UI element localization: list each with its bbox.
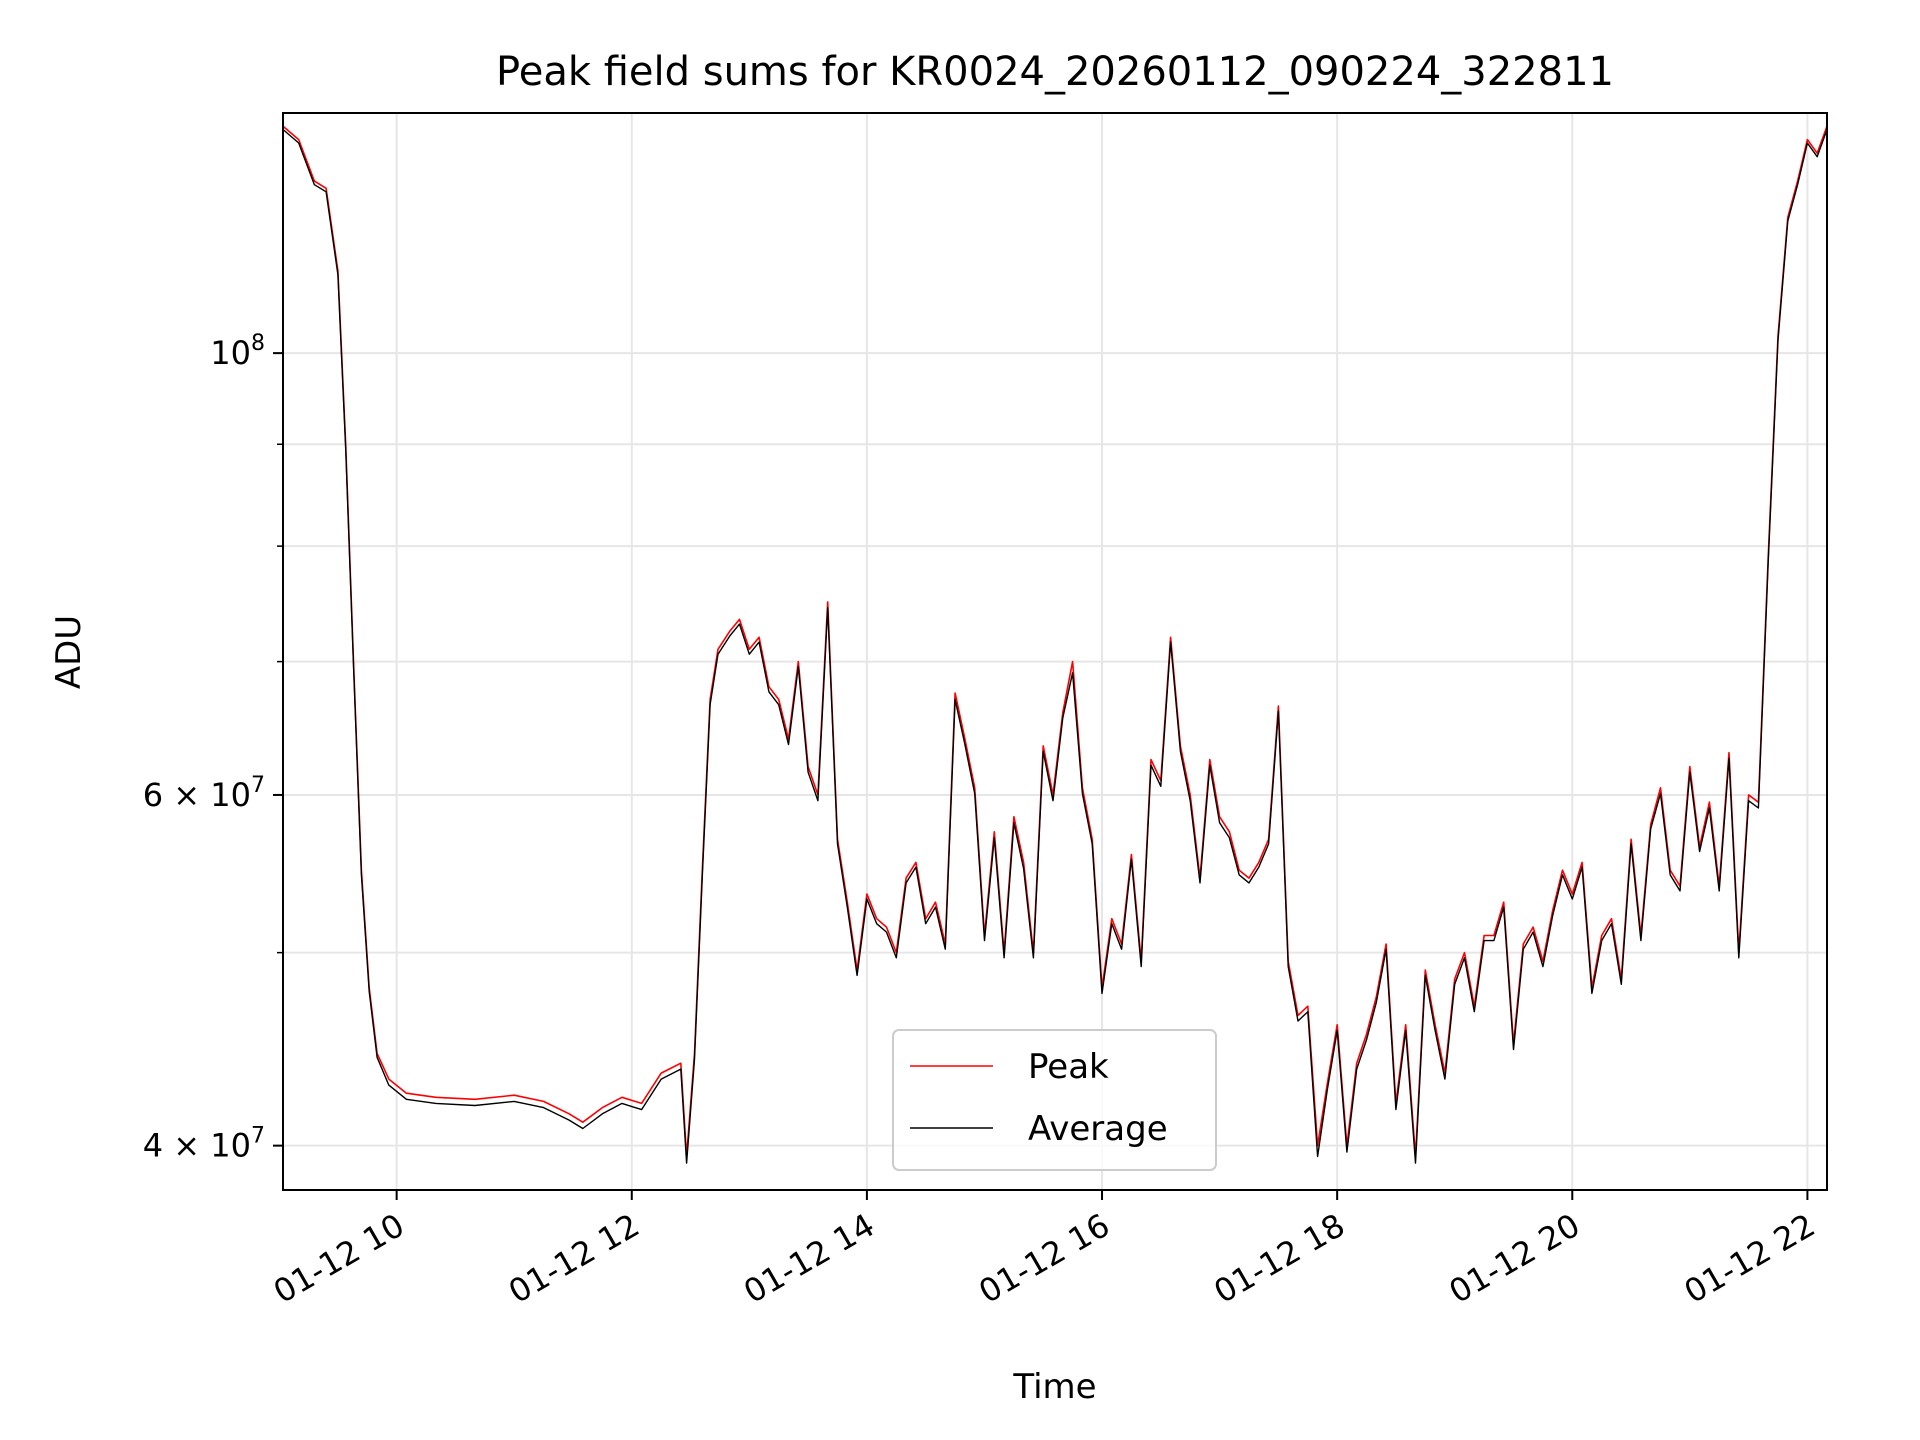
plot-frame bbox=[282, 112, 1828, 1191]
chart-title: Peak field sums for KR0024_20260112_0902… bbox=[496, 49, 1614, 95]
y-axis-label: ADU bbox=[49, 615, 89, 689]
grid bbox=[283, 113, 1827, 1190]
legend: Peak Average bbox=[892, 1029, 1217, 1171]
y-tick-label: 108 bbox=[210, 331, 265, 372]
y-axis: 4 × 107 6 × 107 108 bbox=[143, 331, 283, 1165]
x-axis-label: Time bbox=[1012, 1367, 1096, 1407]
y-tick-label: 4 × 107 bbox=[143, 1124, 265, 1165]
series-line-average bbox=[282, 128, 1828, 1164]
legend-label-peak: Peak bbox=[1028, 1047, 1109, 1087]
y-tick-label: 6 × 107 bbox=[143, 773, 265, 814]
legend-box bbox=[892, 1029, 1217, 1171]
series-lines bbox=[282, 125, 1828, 1164]
legend-label-average: Average bbox=[1028, 1109, 1168, 1149]
